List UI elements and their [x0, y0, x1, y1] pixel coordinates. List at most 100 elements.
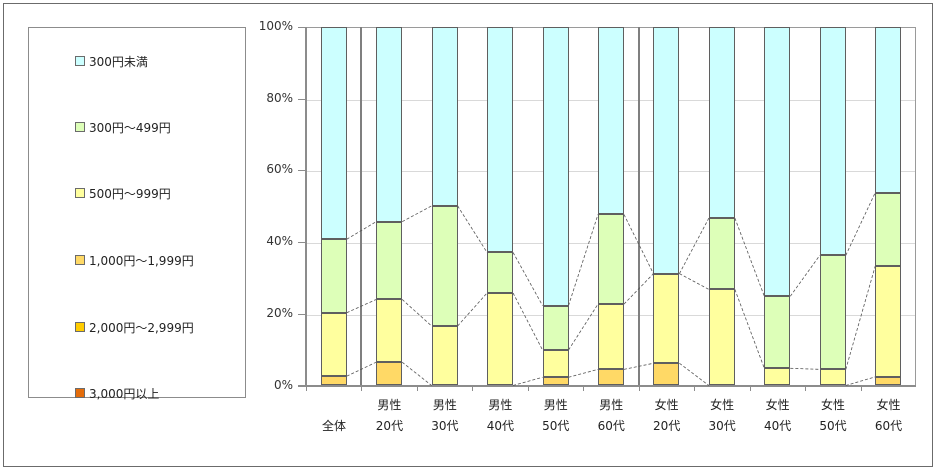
bar-segment — [819, 27, 846, 256]
legend-item: 3,000円以上 — [75, 385, 159, 401]
y-tick — [298, 242, 306, 243]
legend-swatch-icon — [75, 56, 85, 66]
series-line — [457, 292, 488, 327]
x-label-line1: 女性 — [765, 398, 790, 412]
y-tick-label: 100% — [258, 19, 293, 33]
x-label-line1: 男性 — [543, 398, 568, 412]
series-line — [568, 214, 599, 306]
x-category-label: 女性 50代 — [805, 395, 861, 437]
bar-segment — [320, 376, 347, 386]
bar-segment — [875, 266, 902, 377]
x-category-label: 男性 30代 — [417, 395, 473, 437]
x-label-line1: 男性 — [377, 398, 402, 412]
chart-legend: 300円未満 300円～499円 500円～999円 1,000円～1,999円 2,0… — [28, 27, 246, 401]
bar-segment — [542, 305, 569, 350]
x-label-line2: 30代 — [708, 419, 736, 433]
legend-swatch-icon — [75, 122, 85, 132]
series-line — [790, 255, 821, 297]
bar-segment — [819, 255, 846, 370]
x-label-line2: 50代 — [819, 419, 847, 433]
series-line — [401, 361, 432, 386]
bar-segment — [542, 377, 569, 386]
y-tick-label: 20% — [266, 305, 293, 320]
bar-segment — [320, 27, 347, 240]
legend-label: 300円未満 — [89, 54, 148, 69]
series-line — [512, 376, 543, 386]
x-category-label: 男性 20代 — [361, 395, 417, 437]
bar-segment — [431, 205, 458, 326]
bar-segment — [431, 325, 458, 386]
series-line — [401, 299, 432, 327]
x-tick — [861, 386, 862, 391]
bar-segment — [597, 304, 624, 370]
y-tick-label: 40% — [266, 234, 293, 249]
bar-segment — [376, 221, 403, 300]
x-tick — [306, 386, 307, 391]
bar-segment — [875, 376, 902, 386]
y-tick — [298, 314, 306, 315]
legend-item: 500円～999円 — [75, 185, 171, 201]
x-label-line2: 20代 — [653, 419, 681, 433]
x-tick — [361, 386, 362, 391]
x-label-line1: 女性 — [876, 398, 901, 412]
series-line — [346, 299, 377, 314]
legend-item: 2,000円～2,999円 — [75, 319, 194, 335]
bar-segment — [875, 192, 902, 267]
legend-swatch-icon — [75, 322, 85, 332]
x-label-line2: 30代 — [431, 419, 459, 433]
x-category-label: 男性 40代 — [472, 395, 528, 437]
x-label-line2: 40代 — [486, 419, 514, 433]
x-label-line2: 60代 — [597, 419, 625, 433]
x-category-label: 男性 50代 — [528, 395, 584, 437]
bar-segment — [764, 368, 791, 386]
x-label-line1: 男性 — [488, 398, 513, 412]
y-axis-line — [305, 27, 307, 387]
series-line — [623, 362, 654, 370]
legend-swatch-icon — [75, 255, 85, 265]
series-line — [790, 367, 820, 370]
y-tick — [298, 170, 306, 171]
legend-item: 300円～499円 — [75, 119, 171, 135]
x-label-line2: 40代 — [763, 419, 792, 433]
x-category-label: 女性 40代 — [750, 395, 806, 437]
x-label-line2: 全体 — [321, 419, 346, 433]
y-tick — [298, 99, 306, 100]
legend-swatch-icon — [75, 188, 85, 198]
bar-segment — [542, 350, 569, 378]
series-line — [734, 217, 765, 297]
series-line — [457, 205, 488, 253]
x-label-line1: 女性 — [654, 398, 679, 412]
bar-segment — [653, 273, 680, 364]
x-tick — [417, 386, 418, 391]
x-label-line1: 男性 — [599, 398, 624, 412]
x-category-label: 女性 30代 — [694, 395, 750, 437]
bar-segment — [376, 27, 403, 222]
bar-segment — [376, 299, 403, 363]
bar-segment — [487, 27, 514, 253]
bar-segment — [708, 289, 735, 386]
series-line — [679, 273, 710, 290]
x-label-line1: 男性 — [432, 398, 457, 412]
x-tick — [639, 386, 640, 391]
x-tick — [694, 386, 695, 391]
group-divider — [360, 27, 363, 385]
series-line — [845, 376, 876, 386]
legend-label: 500円～999円 — [89, 186, 171, 201]
series-line — [401, 205, 432, 223]
bar-segment — [819, 369, 846, 386]
series-line — [568, 303, 599, 351]
legend-item: 1,000円～1,999円 — [75, 252, 194, 268]
bar-segment — [320, 239, 347, 313]
x-label-line2: 60代 — [874, 419, 903, 433]
x-label-line2: 20代 — [375, 419, 404, 433]
x-category-label: 女性 60代 — [861, 395, 917, 437]
group-divider — [637, 27, 640, 385]
series-line — [845, 192, 876, 256]
series-line — [568, 368, 599, 378]
legend-item: 300円未満 — [75, 53, 148, 69]
series-line — [346, 221, 377, 240]
series-line — [623, 214, 654, 274]
x-label-line2: 50代 — [542, 419, 570, 433]
bar-segment — [764, 27, 791, 297]
